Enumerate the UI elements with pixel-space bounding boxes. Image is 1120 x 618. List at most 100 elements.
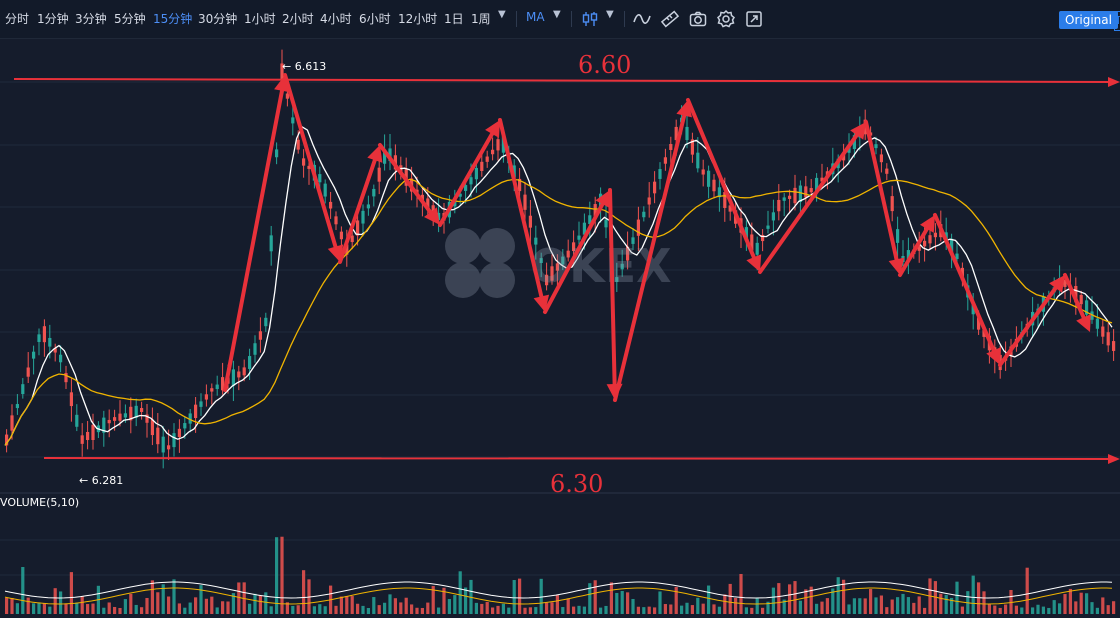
indicator-button[interactable]: MA [526, 10, 545, 24]
volume-bar [69, 572, 73, 614]
volume-bar [1047, 607, 1051, 614]
original-view-button[interactable]: Original [1059, 11, 1118, 29]
candle-body [572, 242, 576, 251]
camera-icon[interactable] [688, 9, 708, 29]
interval-4h[interactable]: 4小时 [320, 12, 352, 26]
toolbar-divider [571, 11, 572, 27]
interval-15m[interactable]: 15分钟 [153, 12, 193, 26]
volume-bar [150, 580, 154, 614]
candle-body [663, 157, 667, 164]
volume-bar [577, 605, 581, 614]
volume-bar [696, 597, 700, 614]
volume-bar [59, 591, 63, 614]
volume-bar [177, 603, 181, 614]
volume-bar [285, 602, 289, 614]
volume-bar [890, 599, 894, 614]
candle-body [566, 250, 570, 258]
volume-bar [10, 598, 14, 614]
volume-bar [1074, 601, 1078, 614]
candle-body [523, 194, 527, 210]
volume-bar [356, 603, 360, 614]
candle-body [577, 235, 581, 240]
ma-slow-line [4, 178, 1113, 446]
candle-body [221, 377, 225, 391]
volume-bar [863, 598, 867, 614]
candle-body [291, 117, 295, 124]
candle-body [906, 250, 910, 261]
candle-body [118, 413, 122, 421]
line-tool-icon[interactable] [632, 9, 652, 29]
resistance-annotation: 6.60 [578, 51, 631, 79]
volume-bar [680, 605, 684, 614]
trend-arrow [338, 158, 377, 264]
candle-body [674, 126, 678, 141]
interval-1d[interactable]: 1日 [444, 12, 464, 26]
moving-average-lines [4, 125, 1113, 605]
candle-body [258, 331, 262, 340]
volume-bar [755, 598, 759, 614]
candle-body [383, 149, 387, 164]
volume-ma-line [4, 581, 1113, 599]
interval-12h[interactable]: 12小时 [398, 12, 438, 26]
candle-body [647, 197, 651, 205]
interval-dropdown-icon[interactable]: ▼ [498, 9, 506, 20]
volume-bar [1004, 604, 1008, 614]
volume-bar [291, 605, 295, 614]
candle-body [302, 158, 306, 166]
volume-bar [253, 593, 257, 614]
volume-bar [296, 605, 300, 614]
volume-bar [464, 587, 468, 614]
volume-bar [339, 596, 343, 614]
candle-body [75, 414, 79, 427]
volume-bar [750, 607, 754, 614]
interval-1w[interactable]: 1周 [471, 12, 491, 26]
volume-bar [842, 579, 846, 614]
tradingview-view-button[interactable]: T [1114, 11, 1120, 31]
interval-timeshare[interactable]: 分时 [5, 12, 30, 26]
volume-bar [480, 603, 484, 614]
candle-body [307, 165, 311, 169]
candle-body [923, 240, 927, 247]
volume-bar [545, 602, 549, 614]
candle-body [1095, 318, 1099, 329]
volume-bar [923, 607, 927, 614]
volume-bar [658, 591, 662, 614]
candle-style-icon[interactable] [580, 9, 600, 29]
ruler-icon[interactable] [660, 9, 680, 29]
fullscreen-icon[interactable] [744, 9, 764, 29]
volume-bar [566, 598, 570, 614]
volume-bar [426, 602, 430, 614]
candle-style-dropdown-icon[interactable]: ▼ [606, 9, 614, 20]
volume-bar [496, 605, 500, 614]
volume-bar [491, 607, 495, 614]
volume-bar [1036, 604, 1040, 614]
volume-bar [782, 599, 786, 614]
volume-bar [1085, 593, 1089, 614]
candle-body [761, 234, 765, 242]
candle-body [350, 235, 354, 243]
chart-area[interactable]: OKEX ← 6.613 ← 6.281 6.60 6.30 VOLUME(5,… [0, 38, 1120, 618]
volume-bar [86, 604, 90, 614]
candle-body [140, 408, 144, 412]
volume-bar [1025, 567, 1029, 614]
interval-1h[interactable]: 1小时 [244, 12, 276, 26]
interval-5m[interactable]: 5分钟 [114, 12, 146, 26]
interval-2h[interactable]: 2小时 [282, 12, 314, 26]
volume-bar [739, 573, 743, 614]
interval-1m[interactable]: 1分钟 [37, 12, 69, 26]
candle-body [1063, 279, 1067, 287]
interval-3m[interactable]: 3分钟 [75, 12, 107, 26]
candle-body [933, 232, 937, 238]
volume-bar [372, 597, 376, 614]
candle-body [712, 179, 716, 192]
candle-body [696, 152, 700, 169]
interval-6h[interactable]: 6小时 [359, 12, 391, 26]
candle-body [469, 177, 473, 185]
settings-icon[interactable] [716, 9, 736, 29]
interval-30m[interactable]: 30分钟 [198, 12, 238, 26]
volume-bar [1063, 593, 1067, 614]
volume-bar [447, 599, 451, 614]
candle-body [485, 156, 489, 162]
indicator-dropdown-icon[interactable]: ▼ [553, 9, 561, 20]
trend-arrow [608, 188, 617, 387]
